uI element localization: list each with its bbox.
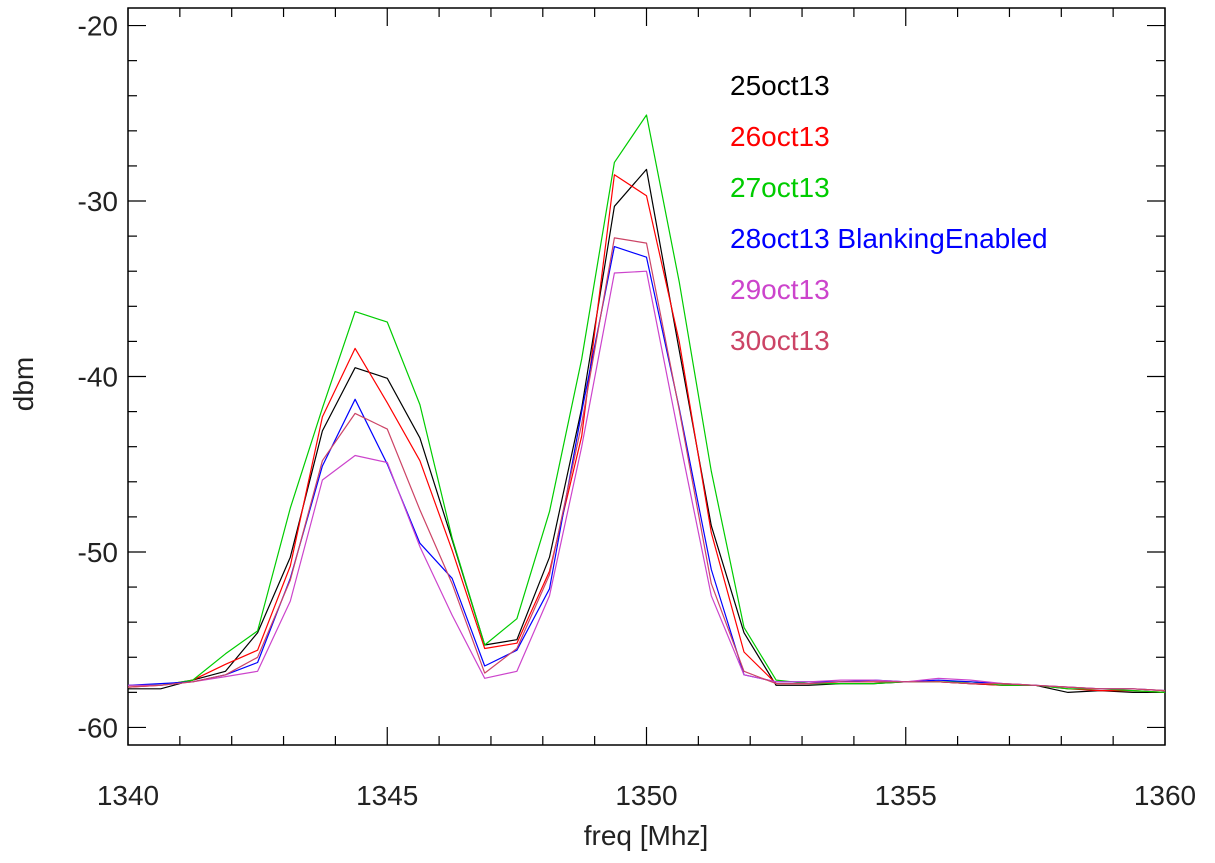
y-axis-title: dbm	[8, 357, 39, 411]
x-tick-label: 1340	[97, 780, 159, 811]
series-line-4	[127, 246, 1166, 692]
y-tick-label: -30	[78, 186, 118, 217]
y-tick-labels: -60 -50 -40 -30 -20	[78, 11, 118, 744]
y-tick-label: -40	[78, 362, 118, 393]
axis-ticks	[127, 8, 1166, 745]
series-line-6	[127, 237, 1166, 692]
x-axis-title: freq [Mhz]	[584, 820, 708, 851]
legend-entry-4: 28oct13 BlankingEnabled	[730, 223, 1048, 254]
legend-entry-5: 29oct13	[730, 274, 830, 305]
legend: 25oct13 26oct13 27oct13 28oct13 BlankingEna…	[730, 70, 1048, 356]
y-tick-label: -60	[78, 712, 118, 743]
legend-entry-3: 27oct13	[730, 172, 830, 203]
x-tick-labels: 1340 1345 1350 1355 1360	[97, 780, 1196, 811]
x-tick-label: 1345	[356, 780, 418, 811]
y-tick-label: -20	[78, 11, 118, 42]
x-tick-label: 1355	[875, 780, 937, 811]
series-line-3	[128, 114, 1166, 693]
legend-entry-2: 26oct13	[730, 121, 830, 152]
x-tick-label: 1350	[615, 780, 677, 811]
legend-entry-1: 25oct13	[730, 70, 830, 101]
plot-frame	[127, 7, 1166, 746]
series-lines	[127, 114, 1166, 694]
series-line-5	[128, 270, 1166, 692]
legend-entry-6: 30oct13	[730, 325, 830, 356]
x-tick-label: 1360	[1134, 780, 1196, 811]
y-tick-label: -50	[78, 537, 118, 568]
